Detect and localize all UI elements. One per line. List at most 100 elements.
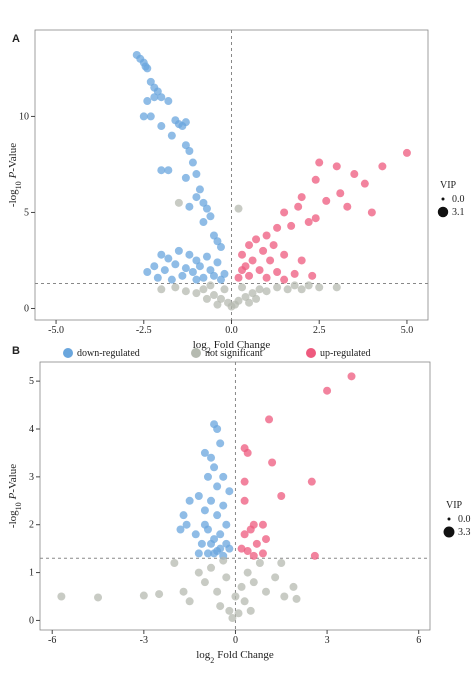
point [240,477,249,486]
point [268,458,277,467]
point [311,214,320,223]
point [225,544,234,553]
point [188,158,197,167]
size-legend-title: VIP [446,500,463,511]
size-legend-dot [447,517,451,521]
point [378,162,387,171]
point [57,592,66,601]
x-tick-label: -3 [140,635,148,646]
point [261,535,270,544]
point [170,559,179,567]
point [280,208,289,217]
y-tick-label: 0 [24,303,29,314]
label-sub: 10 [14,181,23,189]
point [245,271,254,280]
point [171,260,180,269]
point [200,506,209,515]
y-tick-label: 5 [29,376,34,387]
point [252,235,261,244]
size-legend-label: 3.3 [458,527,471,538]
label-part: -log [7,510,19,528]
point [220,285,229,294]
x-tick-label: 3 [325,635,330,646]
point [269,241,278,250]
label-part: P [7,492,19,500]
point [234,609,243,618]
point [280,592,289,601]
point [167,275,176,284]
point [143,64,152,73]
point [213,425,222,433]
point [206,281,215,290]
point [206,212,215,221]
x-tick-label: -6 [48,635,56,646]
point [146,77,155,86]
panel-label: A [12,33,20,45]
point [262,231,271,240]
point [209,271,218,280]
point [332,162,341,171]
point [194,568,203,577]
point [266,256,275,265]
point [195,262,204,271]
point [238,283,247,292]
point [200,448,209,457]
point [203,472,212,481]
point [213,511,222,520]
legend-label: up-regulated [320,348,371,359]
point [219,472,228,481]
point [174,246,183,255]
label-part: P [7,171,19,179]
point [199,273,208,282]
size-legend-dot [437,206,449,218]
point [185,597,194,606]
point [164,254,173,263]
point [238,250,247,259]
point [240,597,249,606]
size-legend-dot [443,526,455,538]
point [245,298,254,307]
point [222,573,231,582]
point [179,587,188,596]
point [185,250,194,259]
point [323,386,332,395]
point [292,594,301,603]
point [213,300,222,309]
point [139,591,148,600]
point [245,241,254,250]
point [304,218,313,227]
point [200,520,209,529]
point [197,539,206,548]
point [280,275,289,284]
point [311,175,320,184]
point [241,292,250,301]
point [203,549,212,558]
point [315,283,324,292]
point [246,606,255,615]
size-legend-label: 0.0 [458,514,471,525]
point [252,539,261,548]
point [192,170,201,179]
point [315,158,324,167]
point [343,202,352,211]
legend-label: down-regulated [77,348,140,359]
point [195,185,204,194]
point [157,166,166,175]
label-part: -log [7,189,19,207]
point [207,496,216,505]
point [171,283,180,292]
point [216,439,225,448]
point [202,294,211,303]
point [153,87,162,96]
point [234,296,243,305]
legend-swatch [306,348,316,358]
y-axis-label: -log10 P-Value [7,464,23,528]
point [255,266,264,275]
point [225,606,234,615]
point [216,294,225,303]
size-legend-dot [441,197,445,201]
point [157,93,166,102]
x-tick-label: 6 [416,635,421,646]
point [310,551,319,560]
